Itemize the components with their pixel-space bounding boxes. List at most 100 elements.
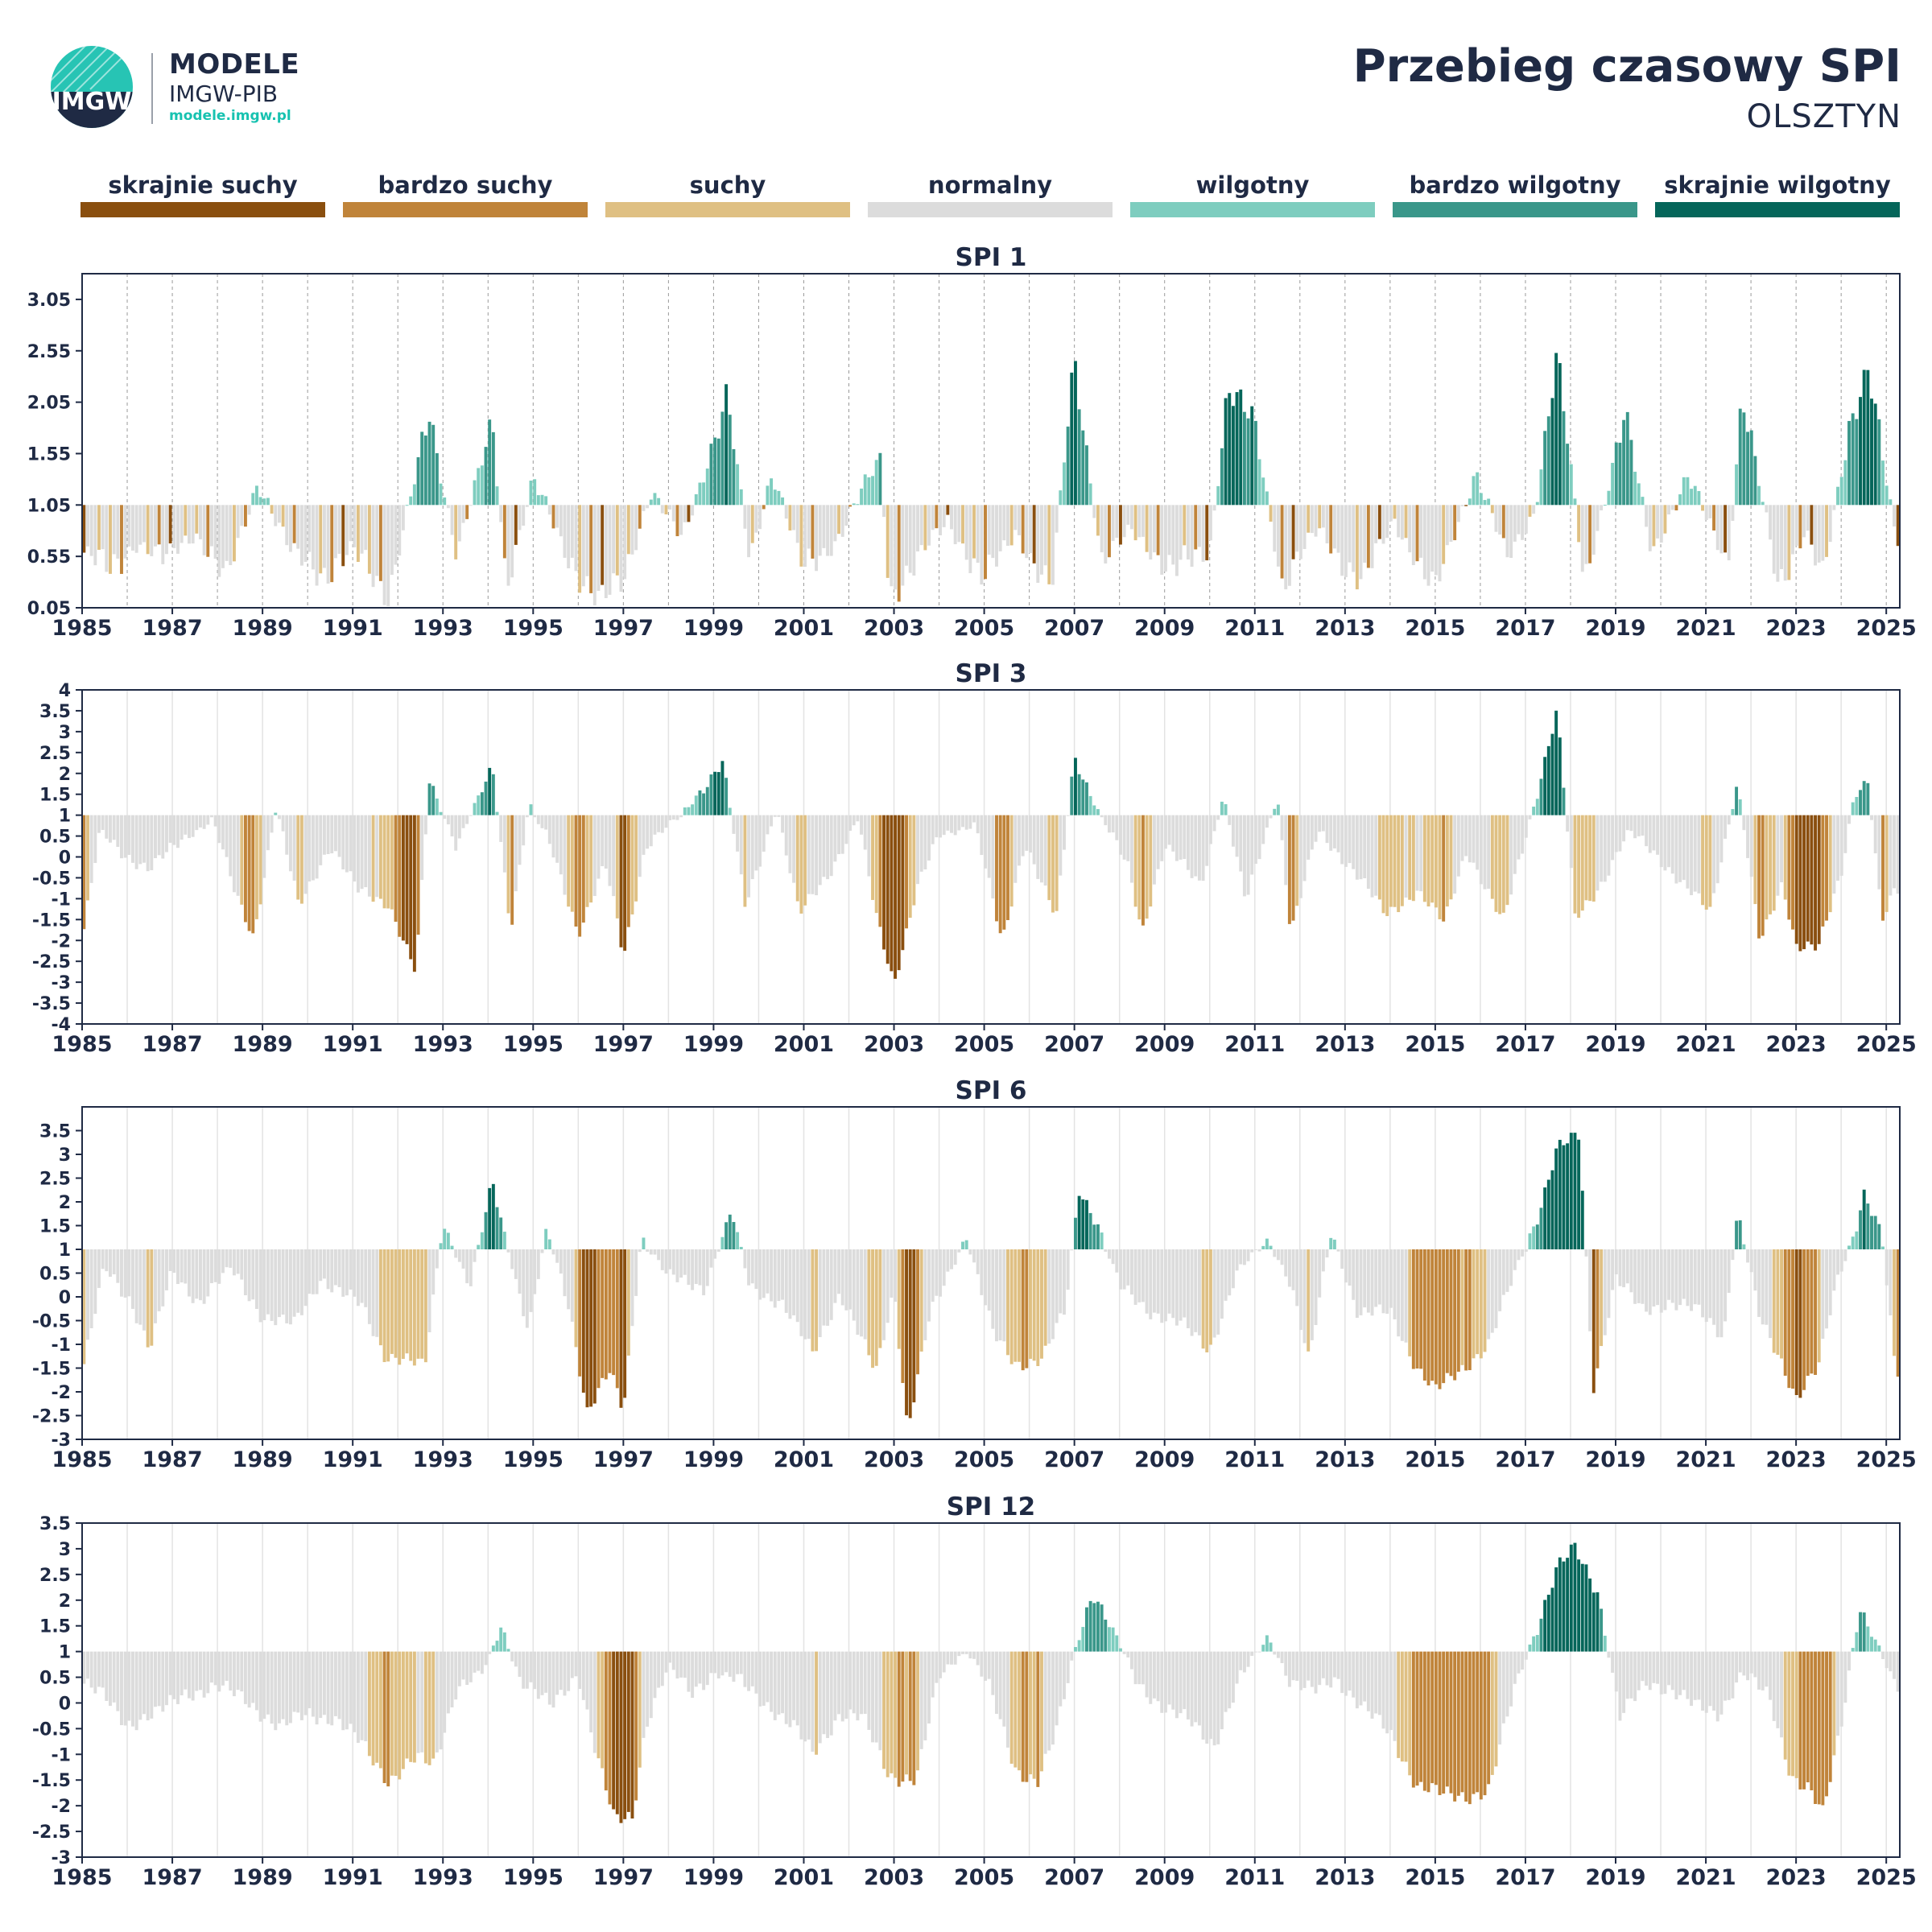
spi-bar <box>1201 815 1205 881</box>
spi-bar <box>1843 1651 1847 1703</box>
spi-bar <box>1269 505 1273 522</box>
spi-bar <box>984 815 987 869</box>
y-tick-label: 0.5 <box>39 828 71 848</box>
spi-bar <box>1727 505 1731 561</box>
spi-bar <box>1836 1651 1839 1736</box>
spi-bar <box>724 1651 729 1673</box>
spi-bar <box>101 505 105 550</box>
spi-bar <box>1269 1245 1273 1249</box>
spi-bar <box>1298 815 1302 898</box>
spi-bar <box>326 1249 330 1290</box>
spi-bar <box>1253 1249 1257 1250</box>
spi-bar <box>1682 815 1686 881</box>
spi-bar <box>878 1249 882 1348</box>
spi-bar <box>1859 397 1862 506</box>
spi-bar <box>991 1651 995 1695</box>
spi-bar <box>292 1651 296 1712</box>
spi-bar <box>1291 505 1295 559</box>
spi-bar <box>412 484 416 506</box>
spi-bar <box>525 1651 529 1689</box>
spi-bar <box>795 1651 799 1726</box>
spi-bar <box>1633 1651 1637 1702</box>
y-tick-label: 1.05 <box>27 496 71 516</box>
spi-bar <box>277 505 281 523</box>
spi-bar <box>1843 460 1847 506</box>
spi-bar <box>567 505 571 568</box>
spi-bar <box>1794 815 1798 944</box>
spi-bar <box>1727 815 1731 825</box>
spi-bar <box>833 1249 837 1303</box>
spi-bar <box>1137 505 1141 538</box>
spi-bar <box>732 1222 736 1249</box>
spi-bar <box>1381 1249 1385 1314</box>
spi-bar <box>1776 1651 1780 1728</box>
spi-bar <box>623 505 627 580</box>
spi-bar <box>1693 485 1697 506</box>
spi-bar <box>326 505 330 584</box>
spi-bar <box>243 1249 247 1295</box>
spi-bar <box>308 505 312 552</box>
spi-bar <box>646 1651 650 1727</box>
spi-bar <box>1839 815 1843 876</box>
spi-bar <box>1787 815 1791 920</box>
spi-bar <box>1742 1244 1746 1249</box>
spi-bar <box>668 1249 672 1269</box>
spi-bar <box>172 505 176 548</box>
spi-bar <box>1821 1249 1825 1340</box>
spi-bar <box>1298 505 1302 559</box>
spi-bar <box>176 1651 180 1704</box>
spi-bar <box>199 1651 202 1690</box>
spi-bar <box>1667 815 1671 868</box>
spi-bar <box>1059 1651 1063 1707</box>
spi-bar <box>1652 505 1656 547</box>
spi-bar <box>89 1249 93 1328</box>
spi-bar <box>1704 1651 1708 1713</box>
spi-bar <box>1194 505 1198 550</box>
spi-bar <box>1329 815 1333 851</box>
spi-bar <box>529 804 533 815</box>
spi-bar <box>423 1249 427 1363</box>
spi-bar <box>1746 815 1750 858</box>
spi-bar <box>1476 815 1480 870</box>
spi-bar <box>288 815 292 872</box>
spi-bar <box>1295 1249 1299 1307</box>
x-tick-label: 2023 <box>1766 616 1827 641</box>
spi-bar <box>1663 505 1667 534</box>
spi-bar <box>547 1239 551 1249</box>
spi-bar <box>837 815 841 855</box>
spi-bar <box>950 505 953 530</box>
spi-bar <box>1276 1249 1280 1261</box>
spi-bar <box>1141 1651 1145 1685</box>
spi-bar <box>405 505 409 506</box>
legend-label: normalny <box>927 171 1053 199</box>
spi-bar <box>465 505 469 519</box>
spi-bar <box>1201 1249 1205 1349</box>
spi-bar <box>202 815 206 829</box>
spi-bar <box>1363 1249 1367 1308</box>
y-tick-label: 3 <box>59 1540 71 1560</box>
spi-bar <box>1670 1651 1674 1690</box>
spi-bar <box>1727 1651 1731 1700</box>
spi-bar <box>1633 1249 1637 1304</box>
spi-bar <box>743 1249 747 1269</box>
spi-bar <box>1814 1249 1817 1375</box>
spi-bar <box>123 1249 127 1298</box>
spi-bar <box>905 815 908 929</box>
spi-bar <box>1348 505 1352 563</box>
spi-bar <box>1889 499 1893 506</box>
spi-bar <box>649 1249 653 1255</box>
spi-bar <box>341 1249 345 1297</box>
spi-bar <box>1108 1627 1111 1652</box>
brand-url[interactable]: modele.imgw.pl <box>169 108 291 124</box>
spi-bar <box>1434 1249 1438 1385</box>
spi-bar <box>724 1222 729 1249</box>
spi-bar <box>773 1249 777 1308</box>
spi-bar <box>758 815 762 867</box>
x-tick-label: 1997 <box>593 1447 654 1472</box>
spi-bar <box>416 456 420 506</box>
x-tick-label: 2015 <box>1405 616 1465 641</box>
spi-bar <box>987 1651 991 1679</box>
spi-panel-4: SPI 12-3-2.5-2-1.5-1-0.500.511.522.533.5… <box>32 1492 1917 1890</box>
spi-bar <box>120 815 123 859</box>
spi-bar <box>232 505 236 562</box>
